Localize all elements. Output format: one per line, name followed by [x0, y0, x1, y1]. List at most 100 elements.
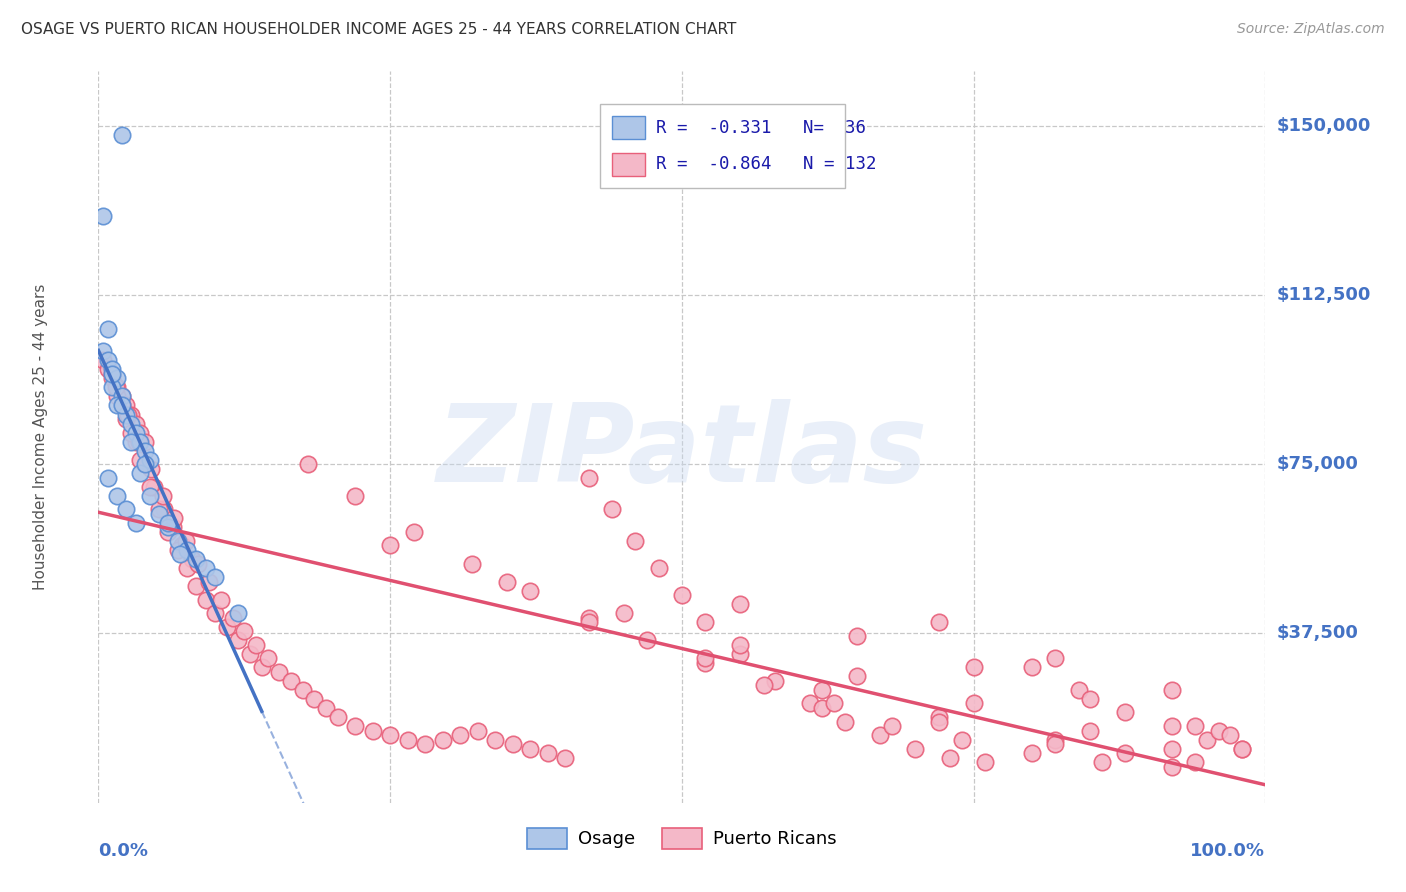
- Point: [172, 538, 194, 552]
- Point: [730, 597, 752, 611]
- Point: [846, 629, 869, 643]
- Point: [91, 209, 114, 223]
- Point: [361, 723, 384, 738]
- Point: [928, 615, 950, 630]
- Point: [125, 434, 148, 449]
- Point: [519, 741, 541, 756]
- Point: [125, 417, 148, 431]
- Point: [115, 502, 138, 516]
- Point: [111, 399, 134, 413]
- Point: [671, 588, 693, 602]
- Point: [101, 367, 124, 381]
- Point: [869, 728, 891, 742]
- Point: [204, 606, 226, 620]
- Text: 0.0%: 0.0%: [98, 842, 149, 860]
- Point: [904, 741, 927, 756]
- Point: [291, 682, 314, 697]
- Point: [1091, 755, 1114, 769]
- Point: [730, 638, 752, 652]
- Text: 100.0%: 100.0%: [1191, 842, 1265, 860]
- Point: [97, 471, 120, 485]
- Point: [928, 710, 950, 724]
- Point: [600, 502, 623, 516]
- Point: [695, 651, 717, 665]
- Point: [139, 489, 162, 503]
- Point: [105, 380, 128, 394]
- Point: [484, 732, 506, 747]
- Point: [636, 633, 658, 648]
- Point: [695, 615, 717, 630]
- Point: [111, 399, 134, 413]
- Point: [152, 489, 174, 503]
- Point: [111, 389, 134, 403]
- Point: [396, 732, 419, 747]
- Point: [105, 489, 128, 503]
- Point: [125, 516, 148, 530]
- Point: [950, 732, 973, 747]
- Point: [519, 583, 541, 598]
- Point: [115, 399, 138, 413]
- Point: [105, 389, 128, 403]
- FancyBboxPatch shape: [612, 116, 644, 139]
- Point: [280, 673, 302, 688]
- Point: [221, 610, 243, 624]
- Point: [1161, 741, 1184, 756]
- Point: [101, 367, 124, 381]
- Point: [1045, 732, 1067, 747]
- Point: [139, 452, 162, 467]
- Point: [496, 574, 519, 589]
- Point: [139, 461, 162, 475]
- Point: [194, 592, 217, 607]
- Point: [120, 434, 142, 449]
- Point: [174, 533, 197, 548]
- Point: [928, 714, 950, 729]
- Point: [834, 714, 856, 729]
- Point: [97, 322, 120, 336]
- Point: [1195, 732, 1218, 747]
- Point: [250, 660, 273, 674]
- Point: [180, 552, 202, 566]
- Text: $112,500: $112,500: [1277, 285, 1371, 304]
- Point: [139, 480, 162, 494]
- Point: [239, 647, 262, 661]
- Point: [148, 507, 170, 521]
- Point: [166, 533, 188, 548]
- Point: [101, 371, 124, 385]
- Point: [233, 624, 256, 639]
- Point: [101, 380, 124, 394]
- Point: [157, 520, 180, 534]
- Point: [799, 697, 821, 711]
- Point: [1230, 741, 1253, 756]
- Text: Householder Income Ages 25 - 44 years: Householder Income Ages 25 - 44 years: [32, 284, 48, 591]
- Point: [1021, 660, 1043, 674]
- Point: [120, 417, 142, 431]
- Point: [187, 557, 209, 571]
- Point: [1080, 692, 1102, 706]
- Point: [157, 524, 180, 539]
- Legend: Osage, Puerto Ricans: Osage, Puerto Ricans: [520, 821, 844, 856]
- Point: [269, 665, 291, 679]
- Point: [449, 728, 471, 742]
- Point: [1161, 760, 1184, 774]
- Point: [134, 443, 156, 458]
- Point: [134, 457, 156, 471]
- Point: [204, 570, 226, 584]
- Point: [111, 389, 134, 403]
- Point: [823, 697, 845, 711]
- Point: [91, 353, 114, 368]
- Point: [194, 561, 217, 575]
- Point: [176, 561, 198, 575]
- Point: [1184, 755, 1206, 769]
- Point: [578, 610, 600, 624]
- Text: OSAGE VS PUERTO RICAN HOUSEHOLDER INCOME AGES 25 - 44 YEARS CORRELATION CHART: OSAGE VS PUERTO RICAN HOUSEHOLDER INCOME…: [21, 22, 737, 37]
- Point: [169, 548, 191, 562]
- Point: [1219, 728, 1241, 742]
- Point: [1161, 719, 1184, 733]
- Point: [1184, 719, 1206, 733]
- Point: [811, 682, 834, 697]
- Point: [176, 543, 198, 558]
- Text: $150,000: $150,000: [1277, 117, 1371, 135]
- Point: [1230, 741, 1253, 756]
- Point: [198, 574, 221, 589]
- Point: [157, 516, 180, 530]
